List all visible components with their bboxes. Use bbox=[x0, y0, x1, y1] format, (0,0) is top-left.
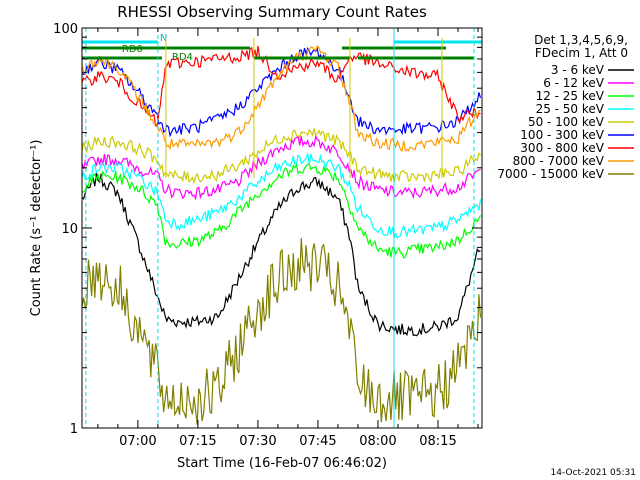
x-tick-label-2: 07:30 bbox=[239, 434, 276, 449]
y-tick-label-2: 100 bbox=[53, 22, 78, 37]
legend-label-0: 3 - 6 keV bbox=[551, 63, 605, 77]
series-layer bbox=[81, 44, 482, 425]
x-axis: 07:00 07:15 07:30 07:45 08:00 08:15 bbox=[97, 28, 479, 449]
flag-label-n: N bbox=[160, 33, 167, 44]
legend-label-3: 25 - 50 keV bbox=[536, 102, 605, 116]
legend-label-2: 12 - 25 keV bbox=[536, 89, 605, 103]
flag-layer: N RD0 RD4 bbox=[81, 33, 482, 63]
series-line-3 bbox=[81, 153, 482, 240]
x-tick-label-4: 08:00 bbox=[359, 434, 396, 449]
series-line-0 bbox=[81, 172, 481, 337]
legend-label-1: 6 - 12 keV bbox=[543, 76, 605, 90]
legend-label-8: 7000 - 15000 keV bbox=[497, 167, 604, 181]
series-line-4 bbox=[81, 128, 481, 185]
series-line-5 bbox=[81, 46, 482, 138]
marker-layer bbox=[85, 28, 475, 428]
legend-label-5: 100 - 300 keV bbox=[520, 128, 604, 142]
x-tick-label-3: 07:45 bbox=[299, 434, 336, 449]
legend: Det 1,3,4,5,6,9, FDecim 1, Att 0 3 - 6 k… bbox=[497, 33, 634, 181]
chart-title: RHESSI Observing Summary Count Rates bbox=[117, 3, 427, 21]
y-axis: 1 10 100 bbox=[53, 22, 482, 437]
flag-label-rd0: RD0 bbox=[122, 44, 143, 55]
render-timestamp: 14-Oct-2021 05:31 bbox=[551, 468, 636, 478]
x-tick-label-1: 07:15 bbox=[179, 434, 216, 449]
legend-header-line-1: Det 1,3,4,5,6,9, bbox=[534, 33, 628, 47]
legend-label-7: 800 - 7000 keV bbox=[513, 154, 605, 168]
legend-label-4: 50 - 100 keV bbox=[528, 115, 605, 129]
x-axis-label: Start Time (16-Feb-07 06:46:02) bbox=[177, 456, 387, 471]
x-tick-label-0: 07:00 bbox=[119, 434, 156, 449]
legend-label-6: 300 - 800 keV bbox=[520, 141, 604, 155]
legend-header-line-2: FDecim 1, Att 0 bbox=[535, 46, 628, 60]
y-tick-label-0: 1 bbox=[70, 422, 78, 437]
x-tick-label-5: 08:15 bbox=[419, 434, 456, 449]
series-line-7 bbox=[81, 44, 481, 153]
y-axis-label: Count Rate (s⁻¹ detector⁻¹) bbox=[29, 140, 44, 317]
flag-label-rd4: RD4 bbox=[172, 52, 193, 63]
series-line-2 bbox=[81, 163, 482, 259]
y-tick-label-1: 10 bbox=[61, 222, 78, 237]
series-line-8 bbox=[81, 237, 482, 425]
series-line-1 bbox=[81, 134, 481, 201]
